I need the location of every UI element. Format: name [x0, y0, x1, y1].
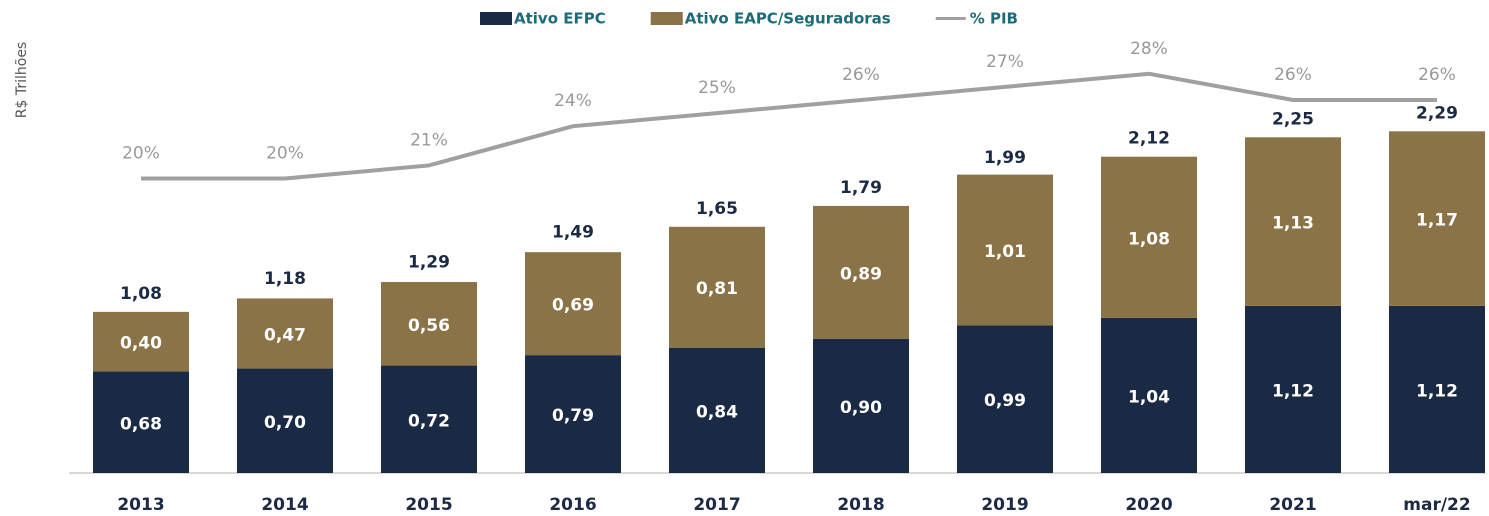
bar-segment [381, 282, 477, 366]
data-label: 1,12 [1272, 381, 1314, 401]
x-tick-label: mar/22 [1403, 495, 1470, 515]
total-label: 1,29 [408, 253, 450, 273]
legend-swatch [650, 12, 683, 25]
data-label: 27% [986, 52, 1024, 72]
data-label: 1,01 [984, 242, 1026, 262]
data-label: 0,70 [264, 413, 306, 433]
total-label: 1,79 [840, 178, 882, 198]
data-label: 26% [1274, 65, 1312, 85]
bar-segment [1389, 305, 1485, 473]
bar-segment [525, 252, 621, 356]
data-label: 1,13 [1272, 214, 1314, 234]
data-label: 26% [1418, 65, 1456, 85]
data-label: 26% [842, 65, 880, 85]
data-label: 25% [698, 78, 736, 98]
bar-segment [1101, 156, 1197, 318]
bar-segment [1245, 305, 1341, 473]
bar-segment [813, 205, 909, 339]
x-tick-label: 2017 [693, 495, 740, 515]
data-label: 0,89 [840, 264, 882, 284]
bar-segment [93, 311, 189, 372]
data-label: 0,90 [840, 398, 882, 418]
data-label: 24% [554, 91, 592, 111]
data-label: 21% [410, 130, 448, 150]
x-tick-label: 2016 [549, 495, 596, 515]
data-label: 0,56 [408, 316, 450, 336]
total-label: 1,49 [552, 223, 594, 243]
x-tick-label: 2015 [405, 495, 452, 515]
bar-segment [669, 226, 765, 348]
y-axis-label: R$ Trilhões [14, 42, 30, 118]
data-label: 0,68 [120, 414, 162, 434]
data-label: 0,69 [552, 296, 594, 316]
data-label: 0,40 [120, 334, 162, 354]
data-label: 1,08 [1128, 229, 1170, 249]
total-label: 2,29 [1416, 103, 1458, 123]
bar-segment [93, 371, 189, 473]
bar-segment [1389, 131, 1485, 306]
bar-segment [813, 338, 909, 473]
data-label: 0,81 [696, 279, 738, 299]
data-label: 1,04 [1128, 387, 1170, 407]
data-label: 0,72 [408, 411, 450, 431]
data-label: 28% [1130, 39, 1168, 59]
legend-swatch [480, 12, 512, 25]
bar-segment [525, 355, 621, 473]
bar-segment [957, 174, 1053, 326]
bar-segment [381, 365, 477, 473]
bar-segment [957, 325, 1053, 473]
bar-segment [1245, 137, 1341, 306]
data-label: 20% [122, 144, 160, 164]
data-label: 1,17 [1416, 211, 1458, 231]
data-label: 20% [266, 144, 304, 164]
total-label: 1,08 [120, 284, 162, 304]
data-label: 0,79 [552, 406, 594, 426]
total-label: 2,25 [1272, 109, 1314, 129]
x-tick-label: 2014 [261, 495, 308, 515]
bar-segment [237, 368, 333, 473]
x-tick-label: 2018 [837, 495, 884, 515]
legend-label: % PIB [970, 10, 1018, 28]
x-tick-label: 2019 [981, 495, 1028, 515]
bar-segment [1101, 317, 1197, 473]
total-label: 2,12 [1128, 129, 1170, 149]
legend-label: Ativo EAPC/Seguradoras [685, 10, 891, 28]
data-label: 0,47 [264, 325, 306, 345]
data-label: 1,12 [1416, 381, 1458, 401]
line [141, 71, 1437, 181]
legend-swatch [935, 17, 966, 20]
data-label: 0,84 [696, 402, 738, 422]
x-tick-label: 2013 [117, 495, 164, 515]
legend-label: Ativo EFPC [514, 10, 606, 28]
x-tick-label: 2020 [1125, 495, 1172, 515]
total-label: 1,99 [984, 148, 1026, 168]
x-tick-label: 2021 [1269, 495, 1316, 515]
bar-segment [237, 298, 333, 369]
data-label: 0,99 [984, 391, 1026, 411]
bar-segment [669, 347, 765, 473]
total-label: 1,18 [264, 269, 306, 289]
total-label: 1,65 [696, 199, 738, 219]
